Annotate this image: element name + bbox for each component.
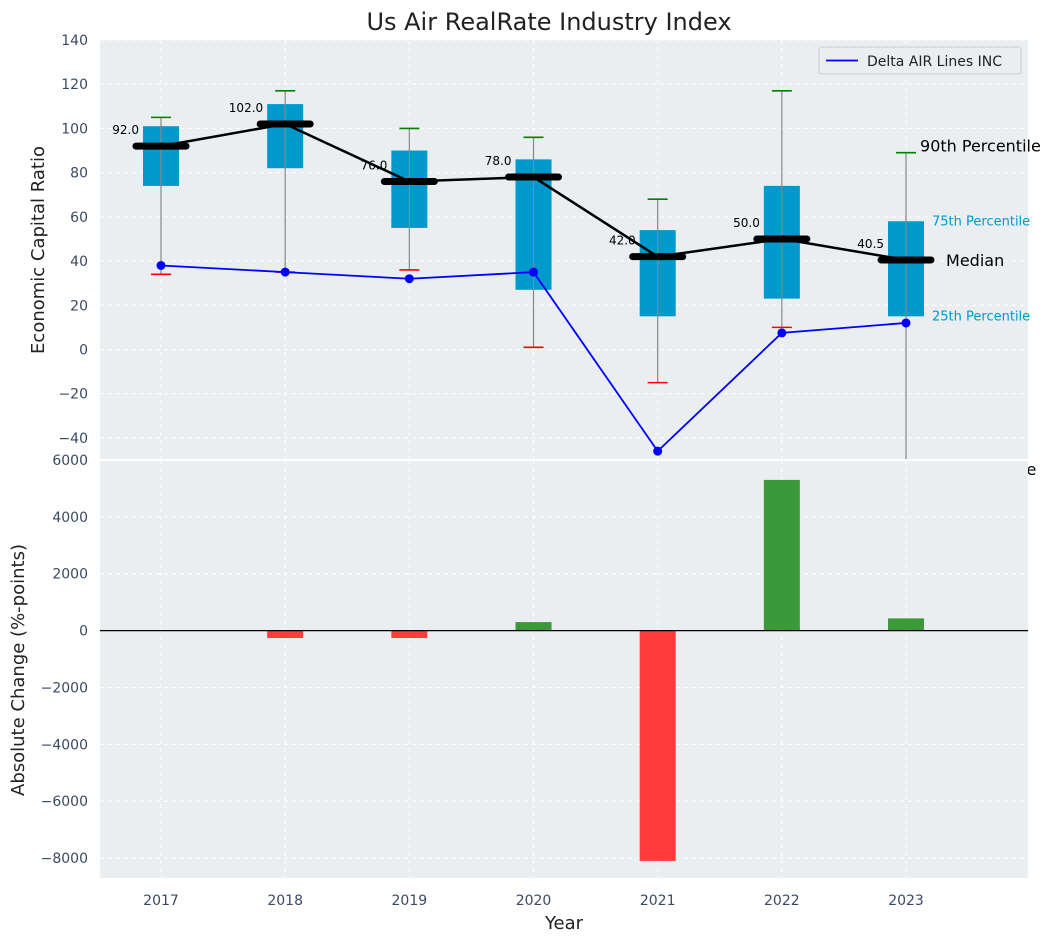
y-tick-label-bottom: 4000 bbox=[52, 510, 88, 526]
y-tick-label-top: 100 bbox=[61, 121, 88, 137]
delta-point bbox=[156, 260, 166, 270]
legend-entry: Delta AIR Lines INC bbox=[867, 54, 1002, 70]
y-tick-label-top: −40 bbox=[58, 431, 88, 447]
x-tick-label: 2023 bbox=[888, 893, 924, 909]
y-tick-label-top: 120 bbox=[61, 77, 88, 93]
y-axis-label-top: Economic Capital Ratio bbox=[28, 146, 49, 354]
box-plot-background bbox=[100, 40, 1028, 460]
y-axis-label-bottom: Absolute Change (%-points) bbox=[8, 544, 29, 796]
median-value-label: 40.5 bbox=[857, 237, 884, 251]
y-tick-label-bottom: 0 bbox=[79, 624, 88, 640]
median-trend bbox=[160, 122, 907, 262]
y-tick-label-top: 0 bbox=[79, 342, 88, 358]
median-value-label: 102.0 bbox=[229, 101, 263, 115]
change-bar-2023 bbox=[888, 618, 925, 631]
y-tick-label-bottom: −2000 bbox=[41, 680, 88, 696]
x-axis-label: Year bbox=[544, 913, 584, 934]
y-tick-label-bottom: 6000 bbox=[52, 453, 88, 469]
change-bar-2019 bbox=[391, 630, 428, 639]
legend-box bbox=[818, 46, 1022, 75]
delta-point bbox=[653, 446, 663, 456]
box-2021: 42.0 bbox=[609, 198, 687, 384]
y-tick-label-bottom: −6000 bbox=[41, 794, 88, 810]
x-tick-label: 2018 bbox=[267, 893, 303, 909]
label-75th-percentile: 75th Percentile bbox=[932, 214, 1030, 229]
box-2022: 50.0 bbox=[733, 90, 811, 329]
delta-point bbox=[901, 318, 911, 328]
delta-point bbox=[529, 267, 539, 277]
y-tick-label-bottom: 2000 bbox=[52, 567, 88, 583]
x-tick-label: 2021 bbox=[640, 893, 676, 909]
x-tick-label: 2019 bbox=[392, 893, 428, 909]
change-bar-2022 bbox=[763, 479, 800, 631]
y-tick-label-bottom: −4000 bbox=[41, 737, 88, 753]
chart-title: Us Air RealRate Industry Index bbox=[366, 8, 731, 36]
change-bars bbox=[100, 479, 1028, 861]
change-bar-2021 bbox=[639, 630, 676, 861]
median-value-label: 92.0 bbox=[112, 123, 139, 137]
legend: Delta AIR Lines INC bbox=[818, 46, 1022, 75]
box-2020: 78.0 bbox=[485, 136, 563, 349]
median-value-label: 78.0 bbox=[485, 154, 512, 168]
label-90th-percentile: 90th Percentile bbox=[920, 137, 1041, 156]
label-25th-percentile: 25th Percentile bbox=[932, 309, 1030, 324]
y-tick-label-top: 140 bbox=[61, 33, 88, 49]
y-tick-label-top: 40 bbox=[70, 254, 88, 270]
y-tick-label-top: 60 bbox=[70, 210, 88, 226]
x-tick-label: 2017 bbox=[143, 893, 179, 909]
bar-panel-background bbox=[100, 460, 1028, 878]
delta-point bbox=[280, 267, 290, 277]
box-plot-y-ticks: −40 −20 0 20 40 60 80 100 120 140 bbox=[58, 33, 88, 447]
x-tick-label: 2020 bbox=[516, 893, 552, 909]
y-tick-label-bottom: −8000 bbox=[41, 851, 88, 867]
median-trend-line bbox=[160, 122, 907, 262]
y-tick-label-top: 80 bbox=[70, 166, 88, 182]
delta-point bbox=[404, 274, 414, 284]
median-value-label: 50.0 bbox=[733, 216, 760, 230]
change-bar-2020 bbox=[515, 622, 552, 631]
label-median: Median bbox=[946, 251, 1004, 270]
y-tick-label-top: −20 bbox=[58, 387, 88, 403]
change-bar-2018 bbox=[267, 630, 304, 639]
delta-point bbox=[777, 328, 787, 338]
bar-panel-y-ticks: −8000 −6000 −4000 −2000 0 2000 4000 6000 bbox=[41, 453, 88, 867]
x-tick-label: 2022 bbox=[764, 893, 800, 909]
x-ticks: 2017 2018 2019 2020 2021 2022 2023 bbox=[143, 893, 924, 909]
delta-series bbox=[156, 260, 911, 456]
y-tick-label-top: 20 bbox=[70, 298, 88, 314]
